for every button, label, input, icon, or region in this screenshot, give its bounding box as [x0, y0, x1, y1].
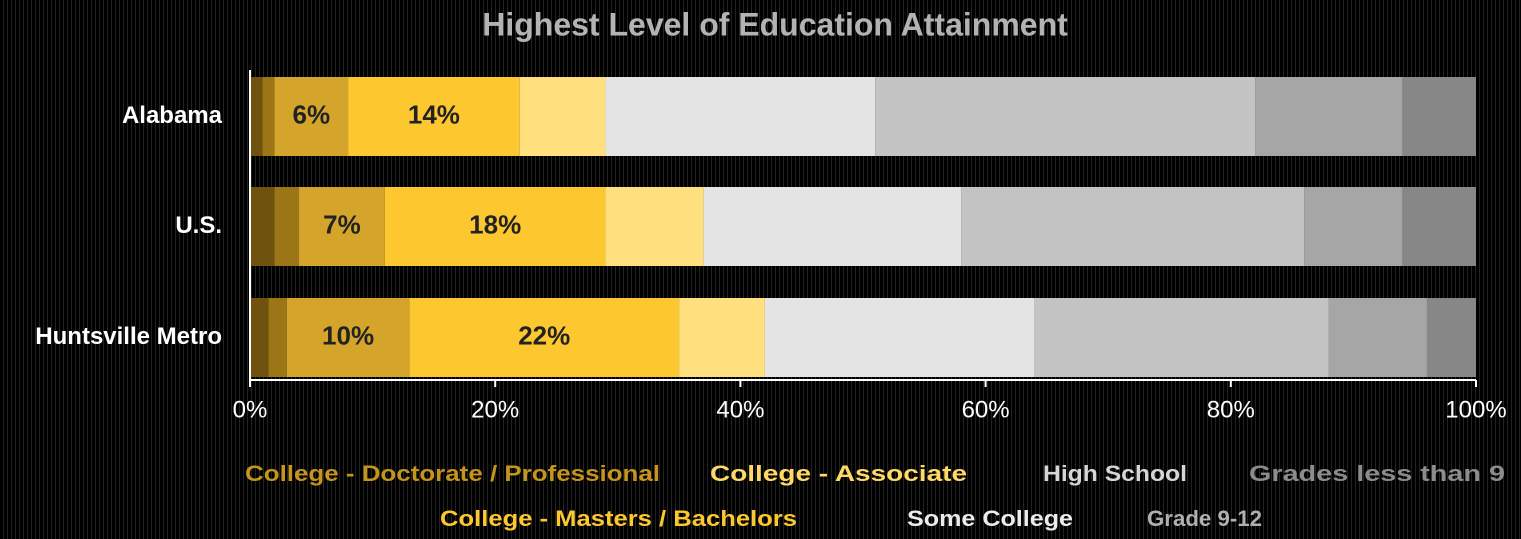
- bar-segment: [605, 187, 704, 266]
- bar-segment: [250, 187, 275, 266]
- x-tick-label: 80%: [1207, 396, 1255, 423]
- value-label: 18%: [469, 209, 521, 239]
- y-tick-label: U.S.: [175, 212, 222, 239]
- legend-label: High School: [1043, 461, 1187, 486]
- x-tick-label: 20%: [471, 396, 519, 423]
- bar-segment: [286, 298, 410, 377]
- x-tick-label: 40%: [716, 396, 764, 423]
- bar-segment: [1426, 298, 1476, 377]
- bar-segment: [1034, 298, 1329, 377]
- x-tick-label: 100%: [1445, 396, 1506, 423]
- bar-segment: [961, 187, 1305, 266]
- bar-segment: [875, 77, 1256, 156]
- legend-label: Grade 9-12: [1147, 506, 1262, 531]
- bar-segment: [274, 187, 300, 266]
- x-tick-label: 0%: [233, 396, 268, 423]
- legend-label: Some College: [907, 506, 1073, 531]
- bar-segment: [1402, 187, 1476, 266]
- value-label: 7%: [323, 209, 361, 239]
- bar-segment: [268, 298, 287, 377]
- bar-segment: [703, 187, 962, 266]
- y-tick-label: Huntsville Metro: [35, 323, 222, 350]
- bar-segment: [299, 187, 385, 266]
- y-tick-label: Alabama: [122, 102, 223, 129]
- value-label: 10%: [322, 320, 374, 350]
- legend-label: College - Doctorate / Professional: [245, 461, 660, 486]
- bar-segment: [348, 77, 520, 156]
- bar-segment: [1304, 187, 1403, 266]
- bar-segment: [1328, 298, 1427, 377]
- value-label: 22%: [518, 320, 570, 350]
- value-label: 14%: [408, 99, 460, 129]
- legend-label: College - Associate: [710, 461, 967, 486]
- value-label: 6%: [293, 99, 331, 129]
- bar-segment: [409, 298, 680, 377]
- bar-segment: [605, 77, 876, 156]
- x-tick-label: 60%: [962, 396, 1010, 423]
- bar-segment: [250, 77, 263, 156]
- legend-label: Grades less than 9: [1249, 461, 1505, 486]
- chart-title: Highest Level of Education Attainment: [482, 6, 1068, 42]
- bar-segment: [250, 298, 269, 377]
- bar-segment: [384, 187, 606, 266]
- bar-segment: [679, 298, 765, 377]
- bar-segment: [1255, 77, 1403, 156]
- legend-label: College - Masters / Bachelors: [440, 506, 797, 531]
- bar-segment: [764, 298, 1035, 377]
- bar-segment: [274, 77, 349, 156]
- bar-segment: [1402, 77, 1476, 156]
- bar-segment: [262, 77, 275, 156]
- bar-segment: [519, 77, 606, 156]
